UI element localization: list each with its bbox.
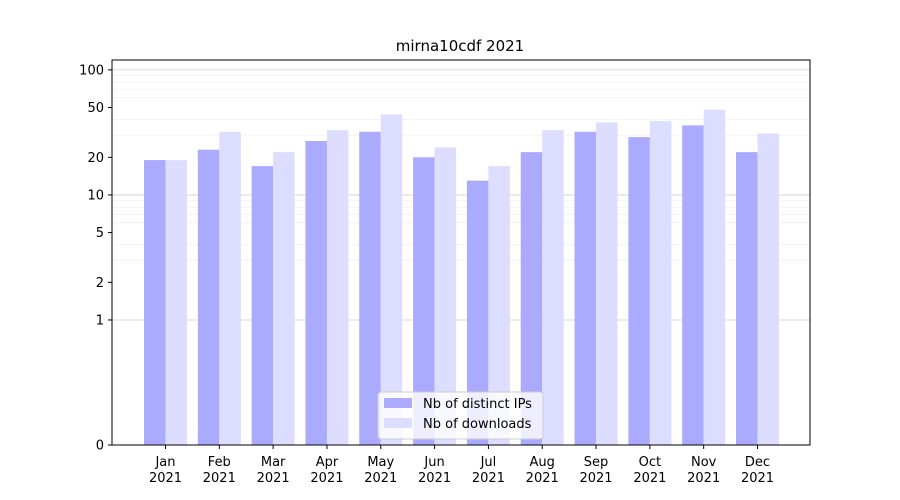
bar-distinct-ips xyxy=(413,157,435,445)
x-tick-label-month: Mar xyxy=(261,455,286,470)
x-tick-label-month: Aug xyxy=(530,455,555,470)
bar-distinct-ips xyxy=(574,131,597,445)
bars xyxy=(144,109,779,446)
bar-downloads xyxy=(542,130,564,445)
bar-distinct-ips xyxy=(359,131,381,445)
bar-distinct-ips xyxy=(520,152,543,445)
x-tick-label-year: 2021 xyxy=(418,471,451,486)
y-tick-label: 0 xyxy=(96,439,104,454)
bar-downloads xyxy=(757,133,779,445)
x-tick-label-month: Apr xyxy=(316,455,339,470)
bar-downloads xyxy=(703,109,726,445)
x-tick-label-year: 2021 xyxy=(257,471,290,486)
x-tick-label-month: Dec xyxy=(745,455,770,470)
bar-downloads xyxy=(488,166,510,445)
y-tick-label: 50 xyxy=(87,101,104,116)
x-tick-label-year: 2021 xyxy=(203,471,236,486)
x-axis: Jan2021Feb2021Mar2021Apr2021May2021Jun20… xyxy=(149,445,774,486)
x-tick-label-month: Jan xyxy=(154,455,175,470)
bar-downloads xyxy=(165,160,187,445)
bar-downloads xyxy=(596,122,618,445)
legend: Nb of distinct IPs Nb of downloads xyxy=(377,391,544,440)
x-tick-label-year: 2021 xyxy=(149,471,182,486)
bar-downloads xyxy=(649,121,672,446)
x-tick-label-month: Jun xyxy=(423,455,444,470)
x-tick-label-year: 2021 xyxy=(364,471,397,486)
x-tick-label-month: Jul xyxy=(480,455,497,470)
y-tick-label: 20 xyxy=(87,151,104,166)
x-tick-label-year: 2021 xyxy=(633,471,666,486)
bar-downloads xyxy=(219,131,241,445)
bar-downloads xyxy=(434,147,457,446)
bar-distinct-ips xyxy=(305,140,327,445)
bar-downloads xyxy=(273,152,295,445)
x-tick-label-year: 2021 xyxy=(687,471,720,486)
bar-downloads xyxy=(380,114,403,445)
plot-frame xyxy=(111,59,811,446)
legend-label: Nb of distinct IPs xyxy=(423,397,532,412)
bar-distinct-ips xyxy=(197,149,220,446)
bar-distinct-ips xyxy=(736,152,758,445)
x-tick-label-month: Feb xyxy=(208,455,231,470)
bar-distinct-ips xyxy=(144,160,166,445)
y-tick-label: 1 xyxy=(96,313,104,328)
x-tick-label-month: May xyxy=(367,455,394,470)
bar-distinct-ips xyxy=(682,125,704,445)
y-tick-label: 5 xyxy=(96,226,104,241)
bar-downloads xyxy=(326,130,349,445)
legend-swatch xyxy=(384,418,412,428)
x-tick-label-year: 2021 xyxy=(310,471,343,486)
legend-label: Nb of downloads xyxy=(423,417,532,432)
x-tick-label-year: 2021 xyxy=(579,471,612,486)
y-tick-label: 2 xyxy=(96,276,104,291)
x-tick-label-month: Sep xyxy=(584,455,609,470)
legend-swatch xyxy=(384,398,412,408)
bar-distinct-ips xyxy=(628,137,650,445)
legend-box xyxy=(377,391,544,440)
y-axis: 0 1 2 5 10 20 50 100 xyxy=(79,63,112,454)
y-tick-label: 100 xyxy=(79,63,104,78)
x-tick-label-year: 2021 xyxy=(741,471,774,486)
bar-distinct-ips xyxy=(466,180,489,445)
x-tick-label-month: Oct xyxy=(639,455,661,470)
bar-distinct-ips xyxy=(251,166,274,445)
y-tick-label: 10 xyxy=(87,188,104,203)
x-tick-label-year: 2021 xyxy=(526,471,559,486)
x-tick-label-month: Nov xyxy=(691,455,717,470)
x-tick-label-year: 2021 xyxy=(472,471,505,486)
chart-title: mirna10cdf 2021 xyxy=(396,37,524,55)
